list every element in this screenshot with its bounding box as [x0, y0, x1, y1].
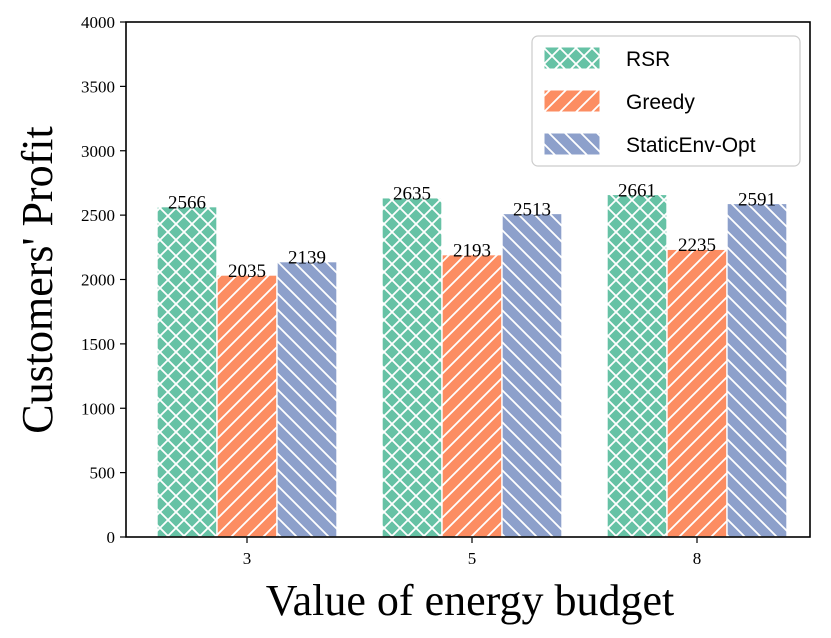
x-tick-label: 5	[468, 549, 477, 568]
bar-rsr-8	[606, 193, 668, 538]
data-label: 2139	[288, 248, 326, 269]
data-label: 2591	[738, 189, 776, 210]
bar-rsr-5	[381, 197, 443, 538]
y-tick-label: 500	[90, 464, 116, 483]
y-tick-label: 2000	[81, 271, 115, 290]
bar-series-group	[156, 193, 788, 538]
y-tick-label: 3000	[81, 142, 115, 161]
data-labels-group: 2566 2035 2139 2635 2193 2513 2661 2235 2591	[168, 180, 776, 282]
x-axis-ticks: 3 5 8	[243, 537, 702, 568]
data-label: 2513	[513, 199, 551, 220]
data-label: 2035	[228, 261, 266, 282]
plot-area-frame	[125, 21, 811, 538]
legend-swatch-staticenv-opt	[543, 132, 601, 156]
y-tick-label: 2500	[81, 206, 115, 225]
legend-swatch-rsr	[543, 46, 601, 70]
bar-rsr-3	[156, 205, 218, 538]
y-tick-label: 1500	[81, 335, 115, 354]
bar-greedy-5	[441, 253, 503, 538]
data-label: 2566	[168, 193, 206, 214]
y-tick-label: 0	[107, 528, 116, 547]
data-label: 2235	[678, 235, 716, 256]
legend-label: StaticEnv-Opt	[626, 134, 756, 157]
x-axis-title: Value of energy budget	[266, 576, 675, 625]
x-tick-label: 3	[243, 549, 252, 568]
legend-label: Greedy	[626, 91, 695, 114]
bar-staticenv-opt-3	[276, 260, 338, 538]
legend-swatch-greedy	[543, 89, 601, 113]
data-label: 2661	[618, 180, 656, 201]
legend-label: RSR	[626, 48, 670, 71]
bar-greedy-3	[216, 274, 278, 538]
x-tick-label: 8	[693, 549, 702, 568]
data-label: 2635	[393, 184, 431, 205]
y-tick-label: 3500	[81, 77, 115, 96]
bar-staticenv-opt-5	[501, 212, 563, 538]
legend: RSR Greedy StaticEnv-Opt	[531, 35, 801, 167]
data-label: 2193	[453, 241, 491, 262]
y-axis-title: Customers' Profit	[13, 126, 62, 433]
y-tick-label: 1000	[81, 399, 115, 418]
bar-staticenv-opt-8	[726, 202, 788, 538]
bar-greedy-8	[666, 248, 728, 538]
y-tick-label: 4000	[81, 13, 115, 32]
y-axis-ticks: 0 500 1000 1500 2000 2500 3000 3500 4000	[81, 13, 126, 547]
